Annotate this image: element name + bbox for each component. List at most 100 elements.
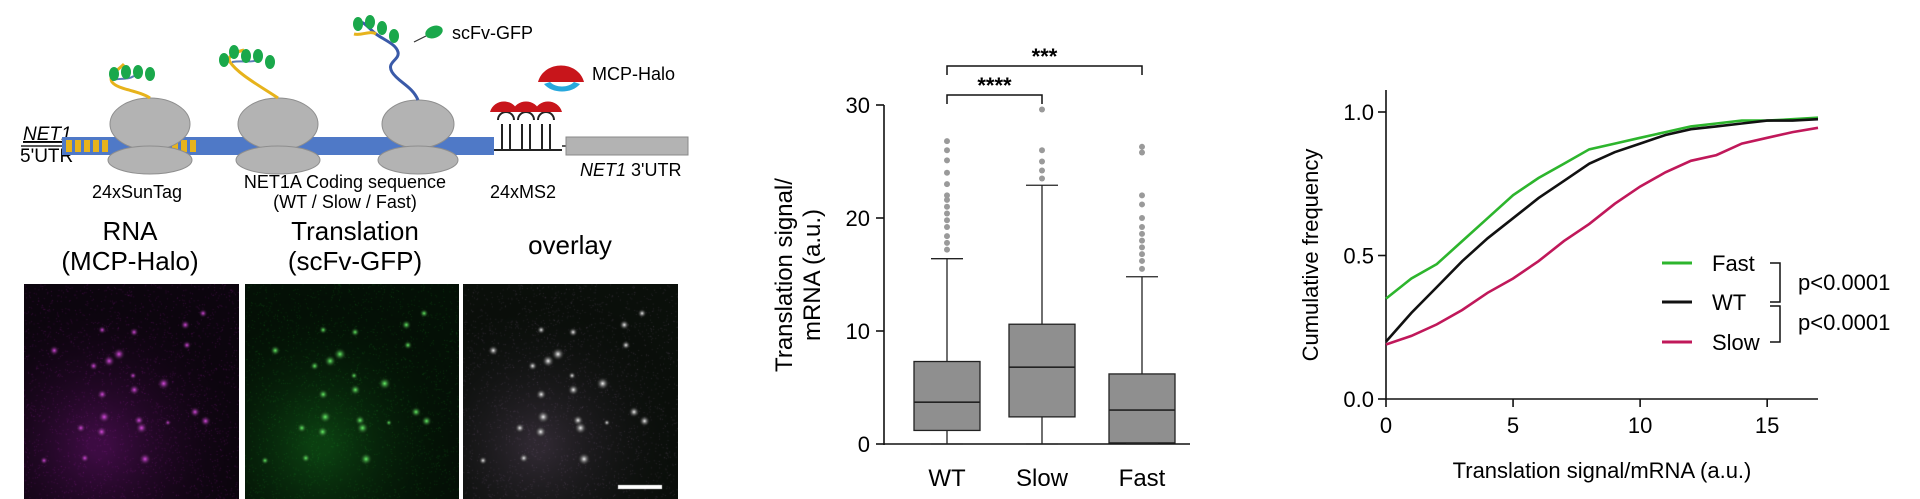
boxplot-ylabel-line2: mRNA (a.u.) [799, 209, 826, 341]
boxplot-outlier [1139, 143, 1145, 150]
boxplot-outlier [1139, 244, 1145, 251]
overlay-title: overlay [528, 230, 612, 260]
boxplot-outlier [1039, 158, 1045, 165]
boxplot-outlier [1139, 265, 1145, 272]
nascent-peptide-2 [219, 45, 279, 100]
mcp-halo-icon [538, 65, 584, 92]
scfv-gfp-label: scFv-GFP [452, 23, 533, 43]
boxplot-outlier [1139, 257, 1145, 264]
boxplot-category-label: Slow [1016, 465, 1069, 492]
pvalue-bracket [1770, 305, 1781, 343]
boxplot-category-label: WT [928, 465, 966, 492]
overlay-image [463, 284, 678, 499]
boxplot-outlier [1139, 215, 1145, 221]
cdf-xtick-label: 10 [1628, 413, 1652, 438]
mcp-proteins [490, 101, 562, 112]
ribosome-2 [235, 97, 321, 175]
scfv-gfp-icon [425, 25, 443, 39]
boxplot-ytick-label: 0 [858, 432, 870, 457]
ribosome-3 [377, 99, 459, 175]
legend-label-slow: Slow [1712, 330, 1760, 355]
rna-image [24, 284, 239, 499]
boxplot-outlier [944, 217, 950, 224]
boxplot-outlier [944, 169, 950, 176]
boxplot-outlier [1039, 175, 1045, 182]
boxplot-outlier [1139, 230, 1145, 237]
cdf-series-line-slow [1385, 126, 1819, 346]
boxplot-outlier [1039, 147, 1045, 154]
boxplot-outlier [1039, 167, 1045, 174]
boxplot-outlier [944, 196, 950, 203]
significance-bracket [946, 65, 1143, 75]
translation-title-line2: (scFv-GFP) [288, 246, 422, 276]
boxplot-outlier [944, 157, 950, 164]
cdf-ytick-label: 0.5 [1343, 244, 1374, 269]
boxplot-outlier [944, 203, 950, 210]
3utr-bar [565, 136, 689, 156]
boxplot-outlier [944, 147, 950, 154]
boxplot-outlier [1139, 149, 1145, 156]
pvalue-label: p<0.0001 [1798, 270, 1890, 295]
suntag-repeats-right [172, 140, 196, 152]
boxplot-outlier [1139, 192, 1145, 199]
boxplot-outlier [1139, 201, 1145, 208]
boxplot-outlier [1139, 251, 1145, 258]
net1-5utr-label: NET1 [23, 124, 72, 145]
boxplot-outlier [944, 224, 950, 231]
boxplot-outlier [1139, 224, 1145, 231]
cdf-ytick-label: 1.0 [1343, 100, 1374, 125]
boxplot-ytick-label: 10 [846, 319, 870, 344]
suntag-label: 24xSunTag [92, 182, 182, 202]
cdf-xlabel: Translation signal/mRNA (a.u.) [1453, 458, 1752, 483]
ms2-label: 24xMS2 [490, 182, 556, 202]
boxplot-outlier [944, 138, 950, 145]
translation-image-panel [245, 284, 459, 499]
translation-image [245, 284, 459, 499]
significance-label: **** [977, 73, 1012, 98]
legend-label-wt: WT [1712, 290, 1746, 315]
nascent-peptide-1 [109, 62, 155, 100]
cdf-xtick-label: 0 [1380, 413, 1392, 438]
boxplot-outlier [944, 233, 950, 240]
scfv-linker-line [413, 35, 427, 43]
boxplot-outlier [944, 239, 950, 246]
cds-label-line1: NET1A Coding sequence [244, 172, 446, 192]
boxplot-ytick-label: 20 [846, 206, 870, 231]
boxplot-outlier [944, 246, 950, 253]
rna-image-panel [24, 284, 239, 499]
legend-label-fast: Fast [1712, 251, 1755, 276]
boxplot-outlier [944, 181, 950, 188]
cds-label-line2: (WT / Slow / Fast) [273, 192, 417, 212]
boxplot-ytick-label: 30 [846, 93, 870, 118]
boxplot-category-label: Fast [1119, 465, 1166, 492]
cdf-xtick-label: 5 [1507, 413, 1519, 438]
cdf-series-line-wt [1385, 117, 1819, 343]
overlay-image-panel [463, 284, 678, 499]
pvalue-label: p<0.0001 [1798, 310, 1890, 335]
boxplot-outlier [944, 210, 950, 217]
boxplot-outlier [944, 192, 950, 199]
rna-title-line1: RNA [103, 216, 159, 246]
boxplot-box [1108, 373, 1176, 444]
cdf-ylabel: Cumulative frequency [1298, 149, 1323, 362]
cdf-ytick-label: 0.0 [1343, 387, 1374, 412]
boxplot-outlier [1139, 237, 1145, 244]
translation-title-line1: Translation [291, 216, 419, 246]
significance-label: *** [1032, 44, 1058, 69]
boxplot-outlier [1039, 106, 1045, 113]
boxplot-box [913, 360, 981, 432]
boxplot-box [1008, 323, 1076, 418]
boxplot-ylabel-line1: Translation signal/ [771, 178, 798, 372]
cdf-series-line-fast [1385, 116, 1819, 300]
rna-title-line2: (MCP-Halo) [61, 246, 198, 276]
ms2-stem-loops [494, 111, 562, 151]
microscopy-titles: RNA (MCP-Halo) Translation (scFv-GFP) ov… [61, 216, 612, 276]
mcp-halo-label: MCP-Halo [592, 64, 675, 84]
5utr-label: 5'UTR [20, 146, 73, 167]
pvalue-bracket [1770, 262, 1781, 303]
cdf-xtick-label: 15 [1755, 413, 1779, 438]
construct-schematic: NET1 5'UTR [20, 15, 689, 212]
suntag-repeats-left [66, 140, 108, 152]
nascent-peptide-3 [353, 15, 420, 101]
significance-bracket [946, 94, 1043, 104]
